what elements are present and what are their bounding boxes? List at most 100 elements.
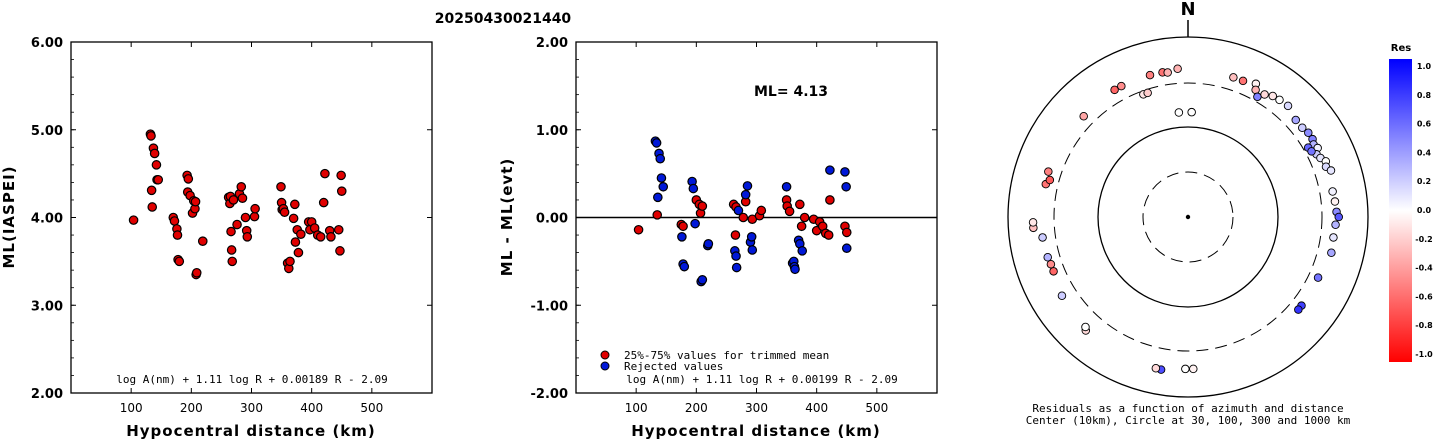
y-tick-label: 4.00 bbox=[31, 212, 63, 227]
colorbar-tick-label: 0.0 bbox=[1417, 206, 1432, 215]
colorbar-tick-label: 0.2 bbox=[1417, 177, 1431, 186]
data-point bbox=[336, 186, 347, 196]
data-point bbox=[318, 197, 329, 208]
data-point bbox=[326, 232, 336, 242]
x-tick-label: 400 bbox=[805, 401, 828, 415]
data-point bbox=[249, 211, 260, 222]
ring-1000km bbox=[1007, 36, 1369, 398]
data-point bbox=[169, 216, 180, 226]
chart1-points bbox=[128, 129, 347, 280]
data-point bbox=[703, 239, 714, 249]
station-residual-point bbox=[1181, 364, 1190, 374]
data-point bbox=[285, 256, 295, 267]
station-residual-point bbox=[1044, 167, 1053, 176]
chart-azimuth-polar: N Residuals as a function of azimuth and… bbox=[1007, 0, 1369, 427]
data-point bbox=[333, 224, 344, 235]
station-residual-point bbox=[1081, 322, 1090, 332]
station-residual-point bbox=[1291, 115, 1300, 125]
data-point bbox=[740, 189, 751, 200]
station-residual-point bbox=[1045, 175, 1055, 185]
station-residual-point bbox=[1046, 259, 1056, 269]
data-point bbox=[320, 168, 330, 179]
y-tick-label: 2.00 bbox=[31, 387, 63, 402]
data-point bbox=[335, 246, 345, 256]
y-tick-label: -2.00 bbox=[531, 387, 568, 402]
station-residual-point bbox=[1334, 212, 1343, 222]
station-residual-point bbox=[1329, 233, 1338, 242]
north-label: N bbox=[1180, 0, 1195, 20]
data-point bbox=[784, 206, 795, 217]
data-point bbox=[756, 205, 767, 216]
station-residual-point bbox=[1229, 73, 1238, 82]
data-point bbox=[677, 232, 687, 242]
station-residual-point bbox=[1298, 123, 1307, 132]
x-tick-label: 500 bbox=[360, 401, 383, 415]
data-point bbox=[656, 173, 667, 183]
data-point bbox=[174, 256, 185, 267]
data-point bbox=[746, 232, 757, 242]
residual-colorbar: Res 1.0 0.8 0.6 0.4 0.2 0.0 -0.2 -0.4 -0.6 -0.8 -1… bbox=[1389, 43, 1433, 362]
station-residual-point bbox=[1238, 76, 1248, 86]
data-point bbox=[172, 230, 183, 240]
station-residual-point bbox=[1307, 147, 1316, 156]
colorbar-tick-label: -1.0 bbox=[1415, 350, 1433, 359]
station-residual-point bbox=[1145, 70, 1155, 80]
chart2-points bbox=[633, 136, 852, 287]
data-point bbox=[296, 229, 306, 239]
station-residual-point bbox=[1275, 95, 1284, 105]
station-residual-point bbox=[1173, 64, 1182, 73]
data-point bbox=[232, 219, 242, 230]
x-tick-label: 400 bbox=[300, 401, 323, 415]
x-tick-label: 200 bbox=[180, 401, 203, 415]
station-residual-point bbox=[1331, 220, 1340, 229]
page-title: 20250430021440 bbox=[435, 11, 572, 27]
chart2-xlabel: Hypocentral distance (km) bbox=[631, 422, 881, 440]
data-point bbox=[226, 226, 236, 237]
data-point bbox=[747, 245, 758, 255]
data-point bbox=[276, 181, 286, 192]
data-point bbox=[790, 264, 800, 275]
legend-label-trimmed: 25%-75% values for trimmed mean bbox=[624, 349, 829, 362]
data-point bbox=[147, 202, 158, 212]
colorbar-ticks: 1.0 0.8 0.6 0.4 0.2 0.0 -0.2 -0.4 -0.6 -0.8 -1.0 bbox=[1415, 62, 1433, 359]
ring-300km bbox=[1053, 82, 1323, 352]
data-point bbox=[841, 181, 851, 192]
data-point bbox=[250, 203, 260, 214]
station-residual-point bbox=[1143, 88, 1152, 98]
data-point bbox=[149, 148, 160, 159]
station-residual-point bbox=[1057, 291, 1067, 301]
chart1-xlabel: Hypocentral distance (km) bbox=[126, 422, 376, 440]
station-residual-point bbox=[1163, 68, 1172, 77]
chart2-ml-annotation: ML= 4.13 bbox=[754, 84, 828, 100]
ring-30km bbox=[1142, 171, 1234, 263]
data-point bbox=[653, 192, 663, 203]
data-point bbox=[242, 232, 253, 242]
y-tick-label: 3.00 bbox=[31, 299, 63, 314]
y-tick-label: 0.00 bbox=[536, 212, 568, 227]
station-residual-point bbox=[1110, 85, 1119, 95]
chart-ml-residual: 100 200 300 400 500 -2.00 -1.00 0.00 1.00 2.00 ML… bbox=[498, 36, 938, 440]
station-residual-point bbox=[1260, 90, 1269, 99]
data-point bbox=[733, 205, 744, 216]
station-residual-point bbox=[1330, 197, 1340, 206]
data-point bbox=[226, 245, 237, 255]
chart1-formula: log A(nm) + 1.11 log R + 0.00189 R - 2.0… bbox=[116, 373, 388, 386]
station-residual-point bbox=[1189, 364, 1198, 374]
legend-marker-rejected bbox=[600, 361, 610, 371]
x-tick-label: 300 bbox=[240, 401, 263, 415]
data-point bbox=[240, 212, 251, 223]
data-point bbox=[731, 262, 742, 273]
colorbar-tick-label: -0.4 bbox=[1415, 264, 1433, 273]
data-point bbox=[153, 174, 164, 185]
colorbar-tick-label: 0.6 bbox=[1417, 120, 1432, 129]
station-residual-point bbox=[1038, 233, 1047, 242]
x-tick-label: 500 bbox=[865, 401, 888, 415]
data-point bbox=[690, 218, 700, 229]
epicenter-dot bbox=[1185, 214, 1191, 220]
data-point bbox=[652, 210, 663, 220]
data-point bbox=[841, 227, 852, 238]
station-residual-point bbox=[1294, 305, 1303, 314]
legend-label-rejected: Rejected values bbox=[624, 360, 723, 373]
legend-marker-trimmed bbox=[600, 350, 610, 360]
station-residual-point bbox=[1174, 108, 1184, 117]
